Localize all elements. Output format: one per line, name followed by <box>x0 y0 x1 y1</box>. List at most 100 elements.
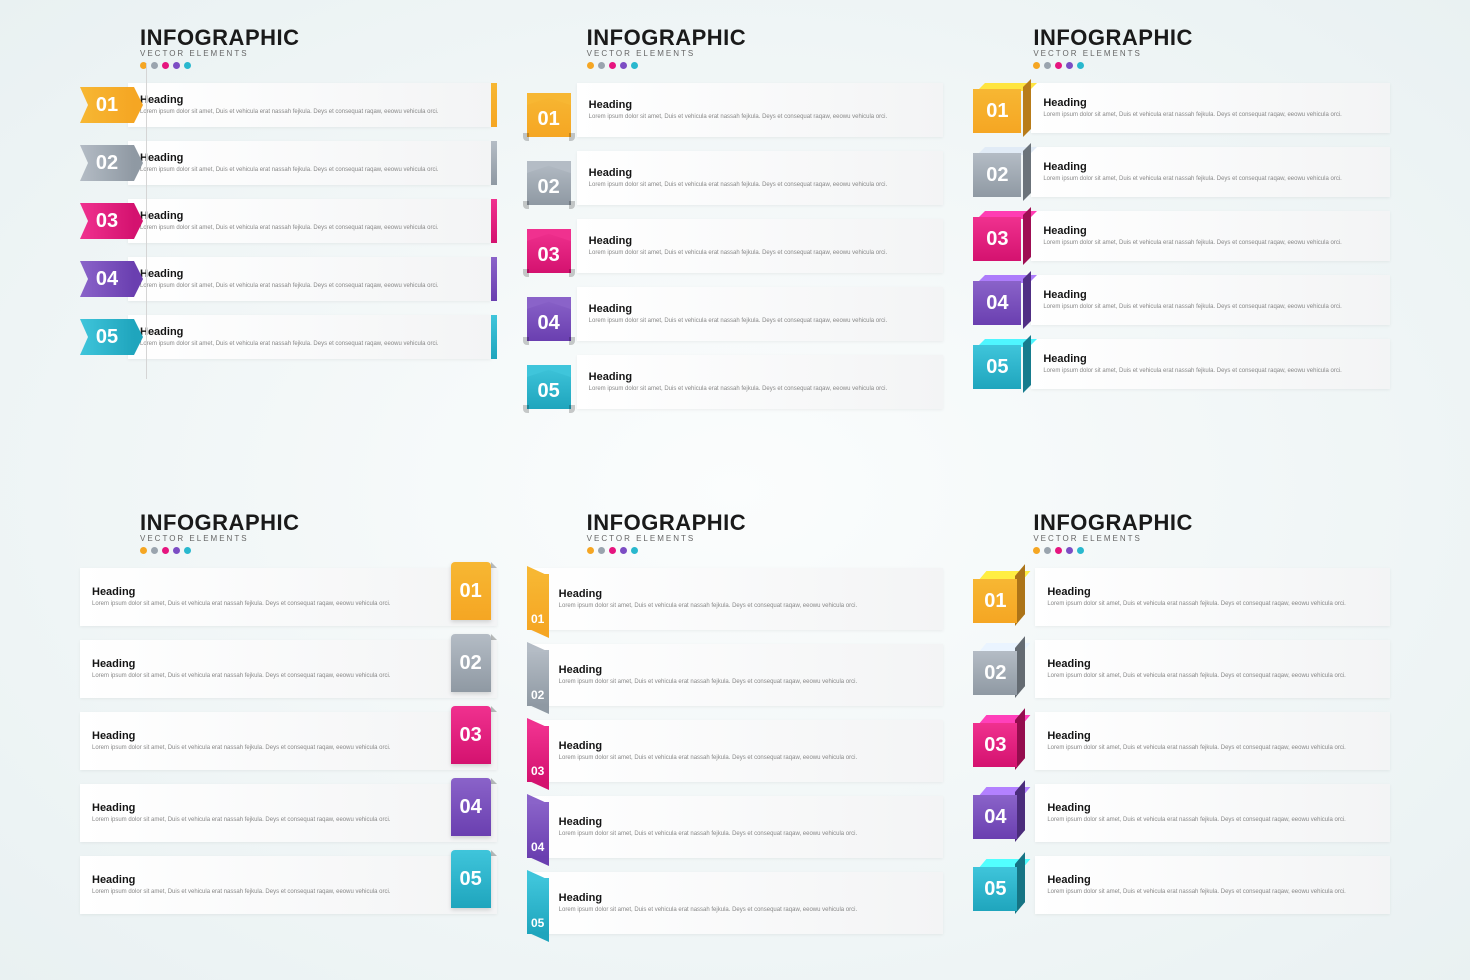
palette-dot <box>1044 547 1051 554</box>
list-item: 03 Heading Lorem ipsum dolor sit amet, D… <box>80 199 497 243</box>
item-number: 04 <box>538 312 560 335</box>
list-item: 03 Heading Lorem ipsum dolor sit amet, D… <box>527 720 944 782</box>
item-number: 05 <box>986 356 1008 379</box>
list-item: 05 Heading Lorem ipsum dolor sit amet, D… <box>80 315 497 359</box>
item-card: Heading Lorem ipsum dolor sit amet, Duis… <box>1031 83 1390 133</box>
palette-dot <box>587 547 594 554</box>
item-heading: Heading <box>1047 802 1378 814</box>
item-list: Heading Lorem ipsum dolor sit amet, Duis… <box>80 568 497 955</box>
item-list: 01 Heading Lorem ipsum dolor sit amet, D… <box>973 568 1390 955</box>
item-body: Lorem ipsum dolor sit amet, Duis et vehi… <box>559 830 932 838</box>
title: INFOGRAPHIC <box>1033 25 1390 51</box>
item-heading: Heading <box>140 152 479 164</box>
palette-dot <box>1033 547 1040 554</box>
list-item: 02 Heading Lorem ipsum dolor sit amet, D… <box>973 147 1390 197</box>
palette-dot <box>1077 62 1084 69</box>
item-body: Lorem ipsum dolor sit amet, Duis et vehi… <box>1043 239 1378 247</box>
item-number: 01 <box>96 94 118 117</box>
item-card: Heading Lorem ipsum dolor sit amet, Duis… <box>128 315 491 359</box>
item-number: 03 <box>538 244 560 267</box>
item-number: 05 <box>538 380 560 403</box>
accent-stripe <box>491 257 497 301</box>
item-number: 01 <box>460 580 482 603</box>
palette-dot <box>587 62 594 69</box>
item-body: Lorem ipsum dolor sit amet, Duis et vehi… <box>1043 303 1378 311</box>
palette-dot <box>151 62 158 69</box>
palette-dot <box>184 547 191 554</box>
number-ribbon: 01 <box>80 87 134 123</box>
item-heading: Heading <box>1043 161 1378 173</box>
item-body: Lorem ipsum dolor sit amet, Duis et vehi… <box>1047 672 1378 680</box>
subtitle: VECTOR ELEMENTS <box>587 49 944 58</box>
list-item: 04 Heading Lorem ipsum dolor sit amet, D… <box>973 275 1390 325</box>
list-item: 02 Heading Lorem ipsum dolor sit amet, D… <box>527 644 944 706</box>
number-cube: 02 <box>973 643 1025 695</box>
infographic-panel-4: INFOGRAPHIC VECTOR ELEMENTS Heading Lore… <box>80 510 497 955</box>
item-card: Heading Lorem ipsum dolor sit amet, Duis… <box>531 568 944 630</box>
item-heading: Heading <box>589 235 932 247</box>
item-card: Heading Lorem ipsum dolor sit amet, Duis… <box>128 83 491 127</box>
list-item: 05 Heading Lorem ipsum dolor sit amet, D… <box>527 355 944 409</box>
item-heading: Heading <box>1047 658 1378 670</box>
item-list: 01 Heading Lorem ipsum dolor sit amet, D… <box>527 568 944 955</box>
item-list: 01 Heading Lorem ipsum dolor sit amet, D… <box>80 83 497 470</box>
item-card: Heading Lorem ipsum dolor sit amet, Duis… <box>1035 712 1390 770</box>
item-body: Lorem ipsum dolor sit amet, Duis et vehi… <box>1047 600 1378 608</box>
item-card: Heading Lorem ipsum dolor sit amet, Duis… <box>531 872 944 934</box>
palette-dots <box>140 547 497 554</box>
number-flag: 02 <box>527 650 549 706</box>
palette-dots <box>1033 547 1390 554</box>
item-number: 02 <box>531 688 544 702</box>
number-tab: 04 <box>451 778 491 836</box>
list-item: Heading Lorem ipsum dolor sit amet, Duis… <box>80 712 497 770</box>
item-card: Heading Lorem ipsum dolor sit amet, Duis… <box>531 796 944 858</box>
number-flag: 05 <box>527 878 549 934</box>
item-heading: Heading <box>1043 97 1378 109</box>
item-number: 05 <box>460 868 482 891</box>
item-card: Heading Lorem ipsum dolor sit amet, Duis… <box>128 141 491 185</box>
item-card: Heading Lorem ipsum dolor sit amet, Duis… <box>80 856 497 914</box>
number-block: 05 <box>973 339 1025 389</box>
item-number: 03 <box>460 724 482 747</box>
item-body: Lorem ipsum dolor sit amet, Duis et vehi… <box>92 600 447 608</box>
item-card: Heading Lorem ipsum dolor sit amet, Duis… <box>80 784 497 842</box>
item-heading: Heading <box>589 303 932 315</box>
accent-stripe <box>491 83 497 127</box>
item-heading: Heading <box>1043 225 1378 237</box>
item-heading: Heading <box>559 892 932 904</box>
item-card: Heading Lorem ipsum dolor sit amet, Duis… <box>1031 275 1390 325</box>
item-card: Heading Lorem ipsum dolor sit amet, Duis… <box>1035 856 1390 914</box>
item-heading: Heading <box>1047 586 1378 598</box>
number-tab: 05 <box>451 850 491 908</box>
list-item: Heading Lorem ipsum dolor sit amet, Duis… <box>80 856 497 914</box>
number-banner: 03 <box>527 229 571 273</box>
item-heading: Heading <box>92 730 447 742</box>
item-number: 04 <box>531 840 544 854</box>
item-heading: Heading <box>559 816 932 828</box>
item-card: Heading Lorem ipsum dolor sit amet, Duis… <box>1031 211 1390 261</box>
palette-dot <box>631 547 638 554</box>
item-heading: Heading <box>92 658 447 670</box>
palette-dot <box>620 547 627 554</box>
palette-dots <box>1033 62 1390 69</box>
list-item: 02 Heading Lorem ipsum dolor sit amet, D… <box>80 141 497 185</box>
list-item: 01 Heading Lorem ipsum dolor sit amet, D… <box>527 83 944 137</box>
item-card: Heading Lorem ipsum dolor sit amet, Duis… <box>577 355 944 409</box>
item-number: 01 <box>984 590 1006 613</box>
item-card: Heading Lorem ipsum dolor sit amet, Duis… <box>531 720 944 782</box>
item-list: 01 Heading Lorem ipsum dolor sit amet, D… <box>973 83 1390 470</box>
palette-dot <box>609 62 616 69</box>
item-body: Lorem ipsum dolor sit amet, Duis et vehi… <box>589 249 932 257</box>
item-heading: Heading <box>559 740 932 752</box>
infographic-panel-3: INFOGRAPHIC VECTOR ELEMENTS 01 Heading L… <box>973 25 1390 470</box>
accent-stripe <box>491 141 497 185</box>
item-card: Heading Lorem ipsum dolor sit amet, Duis… <box>1035 784 1390 842</box>
title: INFOGRAPHIC <box>587 510 944 536</box>
list-item: 01 Heading Lorem ipsum dolor sit amet, D… <box>973 83 1390 133</box>
item-body: Lorem ipsum dolor sit amet, Duis et vehi… <box>92 744 447 752</box>
title: INFOGRAPHIC <box>140 25 497 51</box>
number-cube: 03 <box>973 715 1025 767</box>
item-body: Lorem ipsum dolor sit amet, Duis et vehi… <box>140 282 479 290</box>
panel-header: INFOGRAPHIC VECTOR ELEMENTS <box>973 510 1390 554</box>
item-card: Heading Lorem ipsum dolor sit amet, Duis… <box>80 568 497 626</box>
